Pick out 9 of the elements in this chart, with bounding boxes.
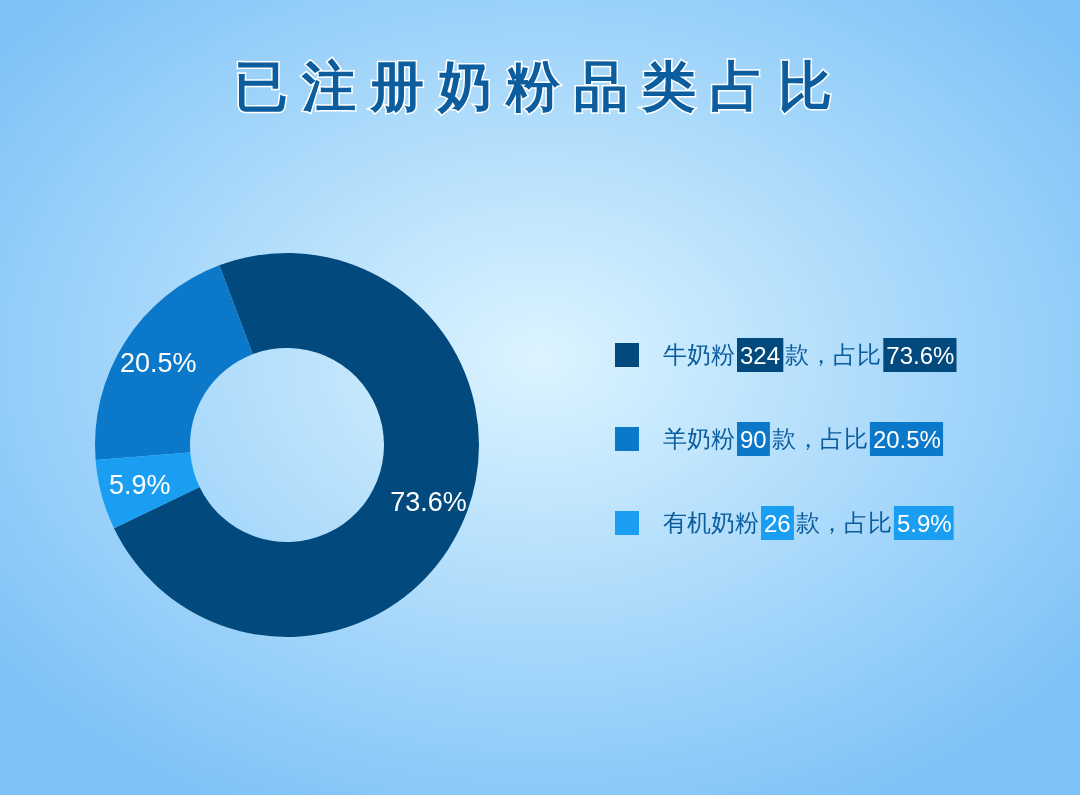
data-label: 20.5% (120, 348, 197, 379)
data-label: 73.6% (390, 486, 467, 517)
legend-label: 有机奶粉 26 款，占比 5.9% (663, 509, 952, 537)
legend-label: 羊奶粉 90 款，占比 20.5% (663, 425, 941, 453)
donut-slice (95, 265, 253, 460)
chart-title: 已注册奶粉品类占比 (234, 55, 846, 118)
donut-slice (95, 452, 200, 529)
data-label: 5.9% (108, 469, 171, 500)
legend-label: 牛奶粉 324 款，占比 73.6% (663, 341, 955, 369)
